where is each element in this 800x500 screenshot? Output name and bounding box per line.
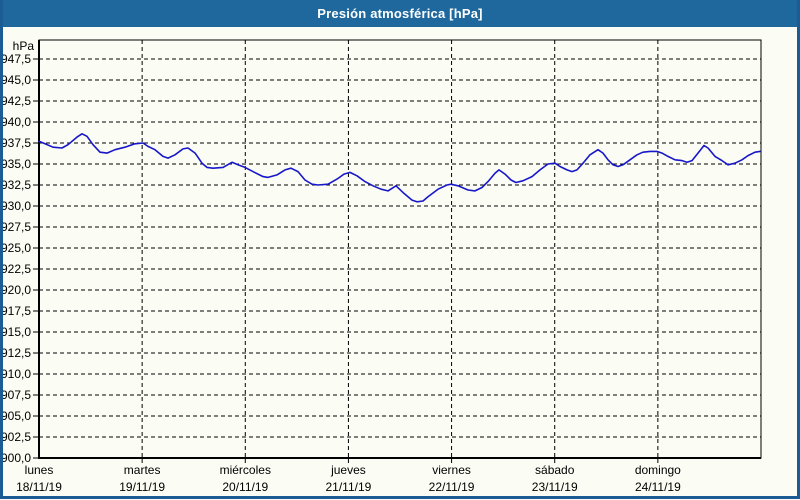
y-tick-label: 930,0 <box>1 199 31 213</box>
day-date-label: 20/11/19 <box>222 480 268 494</box>
day-name-label: sábado <box>535 463 575 477</box>
y-tick-label: 907,5 <box>1 388 31 402</box>
day-date-label: 18/11/19 <box>16 480 62 494</box>
y-tick-label: 935,0 <box>1 157 31 171</box>
y-tick-label: 922,5 <box>1 262 31 276</box>
day-name-label: miércoles <box>220 463 271 477</box>
y-tick-label: 905,0 <box>1 409 31 423</box>
day-name-label: martes <box>124 463 161 477</box>
chart-title-bar: Presión atmosférica [hPa] <box>0 0 800 27</box>
y-tick-label: 940,0 <box>1 115 31 129</box>
chart-title: Presión atmosférica [hPa] <box>317 6 483 21</box>
unit-label: hPa <box>13 39 35 53</box>
y-tick-label: 912,5 <box>1 346 31 360</box>
y-tick-label: 925,0 <box>1 241 31 255</box>
day-name-label: jueves <box>330 463 366 477</box>
y-tick-label: 932,5 <box>1 178 31 192</box>
y-tick-label: 920,0 <box>1 283 31 297</box>
day-date-label: 21/11/19 <box>326 480 372 494</box>
day-date-label: 24/11/19 <box>635 480 681 494</box>
day-name-label: domingo <box>635 463 681 477</box>
day-name-label: viernes <box>432 463 471 477</box>
day-date-label: 19/11/19 <box>119 480 165 494</box>
y-tick-label: 927,5 <box>1 220 31 234</box>
y-tick-label: 915,0 <box>1 325 31 339</box>
day-date-label: 23/11/19 <box>532 480 578 494</box>
y-tick-label: 937,5 <box>1 136 31 150</box>
y-tick-label: 910,0 <box>1 367 31 381</box>
y-tick-label: 917,5 <box>1 304 31 318</box>
y-tick-label: 942,5 <box>1 94 31 108</box>
pressure-line <box>38 133 761 203</box>
day-date-label: 22/11/19 <box>429 480 475 494</box>
day-name-label: lunes <box>25 463 54 477</box>
y-tick-label: 947,5 <box>1 52 31 66</box>
y-tick-label: 900,0 <box>1 451 31 465</box>
y-tick-label: 902,5 <box>1 430 31 444</box>
y-tick-label: 945,0 <box>1 73 31 87</box>
